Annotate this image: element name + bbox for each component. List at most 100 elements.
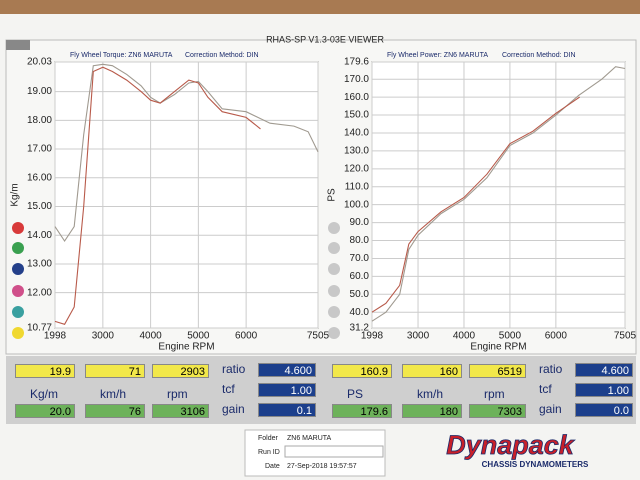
param-label: gain (222, 402, 245, 416)
readout-value: 71 (85, 364, 145, 378)
y-tick-label: 130.0 (344, 146, 369, 157)
readout-peak: 180 (402, 404, 462, 418)
readout-unit: PS (347, 387, 364, 401)
param-label: gain (539, 402, 562, 416)
y-tick-label: 10.77 (27, 323, 52, 334)
y-tick-label: 17.00 (27, 144, 52, 155)
x-tick-label: 3000 (407, 331, 430, 342)
x-axis-label: Engine RPM (470, 342, 526, 353)
x-tick-label: 3000 (92, 331, 115, 342)
run-selectors (12, 222, 340, 339)
y-tick-label: 100.0 (344, 199, 369, 210)
data-line (371, 66, 626, 322)
data-line (54, 66, 261, 325)
x-tick-label: 5000 (187, 331, 210, 342)
y-axis-label: PS (327, 188, 338, 202)
chart-title: Fly Wheel Torque: ZN6 MARUTA (70, 52, 173, 59)
y-tick-label: 20.03 (27, 57, 52, 68)
y-tick-label: 179.6 (344, 57, 369, 68)
readout-value: 6519 (469, 364, 526, 378)
y-tick-label: 170.0 (344, 74, 369, 85)
chart-title: Fly Wheel Power: ZN6 MARUTA (387, 52, 488, 59)
y-tick-label: 110.0 (345, 181, 370, 192)
y-tick-label: 19.00 (27, 86, 52, 97)
x-tick-label: 6000 (235, 331, 258, 342)
readout-peak: 20.0 (15, 404, 75, 418)
y-tick-label: 31.2 (350, 323, 370, 334)
param-value: 0.0 (575, 403, 633, 417)
run-dot[interactable] (12, 285, 24, 297)
y-tick-label: 150.0 (344, 110, 369, 121)
y-tick-label: 160.0 (344, 92, 369, 103)
param-value: 1.00 (258, 383, 316, 397)
chart-subtitle: Correction Method: DIN (502, 52, 576, 59)
x-axis-label: Engine RPM (158, 342, 214, 353)
x-tick-label: 5000 (499, 331, 522, 342)
run-dot[interactable] (12, 263, 24, 275)
y-tick-label: 14.00 (27, 230, 52, 241)
x-tick-label: 1998 (361, 331, 384, 342)
date-value: 27-Sep-2018 19:57:57 (287, 463, 357, 470)
y-axis-label: Kg/m (10, 183, 21, 206)
run-dot[interactable] (328, 263, 340, 275)
x-tick-label: 1998 (44, 331, 67, 342)
y-tick-label: 70.0 (350, 253, 370, 264)
y-tick-label: 60.0 (350, 271, 370, 282)
x-tick-label: 7505 (307, 331, 330, 342)
run-dot[interactable] (328, 327, 340, 339)
y-tick-label: 12.00 (27, 287, 52, 298)
plot-area (54, 61, 319, 329)
readout-peak: 3106 (152, 404, 209, 418)
run-dot[interactable] (12, 242, 24, 254)
param-label: tcf (539, 382, 552, 396)
readout-peak: 76 (85, 404, 145, 418)
readout-unit: rpm (167, 387, 188, 401)
logo: Dynapack (446, 430, 576, 460)
run-dot[interactable] (328, 285, 340, 297)
x-tick-label: 6000 (545, 331, 568, 342)
y-tick-label: 13.00 (27, 259, 52, 270)
y-tick-label: 90.0 (350, 217, 370, 228)
y-tick-label: 40.0 (350, 307, 370, 318)
param-value: 1.00 (575, 383, 633, 397)
x-tick-label: 7505 (614, 331, 637, 342)
param-label: tcf (222, 382, 235, 396)
readout-peak: 179.6 (332, 404, 392, 418)
folder-value: ZN6 MARUTA (287, 435, 332, 442)
readout-value: 19.9 (15, 364, 75, 378)
readout-unit: rpm (484, 387, 505, 401)
readout-unit: km/h (417, 387, 444, 401)
run-dot[interactable] (12, 327, 24, 339)
viewer-title: RHAS-SP V1.3-03E VIEWER (266, 34, 384, 44)
data-line (371, 96, 581, 313)
run-dot[interactable] (328, 242, 340, 254)
param-value: 4.600 (575, 363, 633, 377)
folder-label: Folder (258, 435, 279, 442)
run-dot[interactable] (12, 306, 24, 318)
readout-value: 2903 (152, 364, 209, 378)
run-dot[interactable] (12, 222, 24, 234)
chart-subtitle: Correction Method: DIN (185, 52, 259, 59)
plot-area (371, 61, 626, 329)
y-tick-label: 50.0 (350, 289, 370, 300)
readout-unit: Kg/m (30, 387, 59, 401)
y-tick-label: 140.0 (344, 128, 369, 139)
readout-value: 160 (402, 364, 462, 378)
param-label: ratio (539, 362, 563, 376)
y-tick-label: 120.0 (344, 163, 369, 174)
y-tick-label: 16.00 (27, 172, 52, 183)
y-tick-label: 80.0 (350, 235, 370, 246)
param-label: ratio (222, 362, 246, 376)
run-dot[interactable] (328, 306, 340, 318)
run-id-field (284, 445, 384, 458)
readout-value: 160.9 (332, 364, 392, 378)
param-value: 0.1 (258, 403, 316, 417)
y-tick-label: 15.00 (27, 201, 52, 212)
readout-unit: km/h (100, 387, 127, 401)
x-tick-label: 4000 (139, 331, 162, 342)
run-dot[interactable] (328, 222, 340, 234)
y-tick-label: 18.00 (27, 115, 52, 126)
readout-peak: 7303 (469, 404, 526, 418)
